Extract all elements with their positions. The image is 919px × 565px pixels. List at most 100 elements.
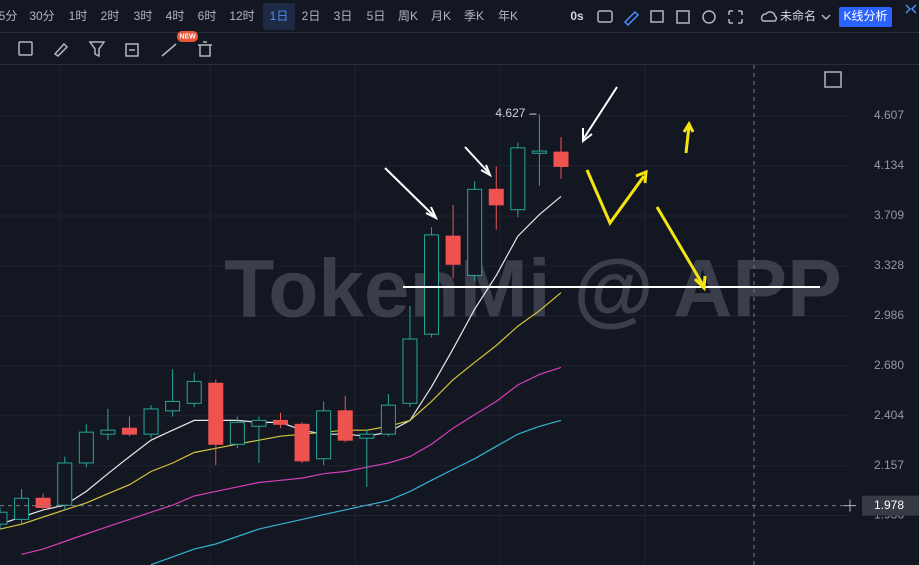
candle xyxy=(380,394,396,437)
selected-bg xyxy=(263,3,295,30)
interval[interactable]: 30分 xyxy=(29,9,54,23)
icon-cloud[interactable] xyxy=(760,11,778,22)
interval[interactable]: 2时 xyxy=(101,9,120,23)
interval[interactable]: 3时 xyxy=(134,9,153,23)
candle xyxy=(531,114,547,186)
y-tick-label: 4.607 xyxy=(874,108,904,122)
icon-magnet[interactable] xyxy=(53,42,69,57)
interval[interactable]: 年K xyxy=(498,9,518,23)
candle xyxy=(143,405,159,439)
new-badge: NEW xyxy=(179,33,196,40)
interval[interactable]: 12时 xyxy=(229,9,254,23)
icon-dropdown[interactable] xyxy=(821,14,831,21)
icon-filter[interactable] xyxy=(88,41,106,58)
candle-body xyxy=(445,235,461,265)
candle xyxy=(165,369,181,417)
icon-pen[interactable] xyxy=(623,10,640,27)
price-tag-bg xyxy=(862,495,919,516)
candle xyxy=(467,181,483,282)
candle-body xyxy=(553,151,569,167)
candle-body xyxy=(100,429,116,435)
icon-frame[interactable] xyxy=(650,10,664,23)
crosshair-plus xyxy=(844,499,856,512)
icon-sync[interactable] xyxy=(125,43,139,57)
candle-body xyxy=(14,497,30,520)
y-tick-label: 2.404 xyxy=(874,408,904,422)
candle xyxy=(294,422,310,463)
arrow xyxy=(464,146,489,173)
arrow-head xyxy=(425,206,439,221)
y-tick-label: 2.157 xyxy=(874,458,904,472)
icon-calc[interactable] xyxy=(676,10,690,24)
arrow xyxy=(384,167,435,217)
icon-note[interactable] xyxy=(18,41,33,56)
candle-body xyxy=(0,511,8,525)
candle xyxy=(424,227,440,338)
candle-body xyxy=(488,188,504,206)
arrow-head xyxy=(480,164,492,178)
interval[interactable]: 周K xyxy=(398,9,418,23)
candle xyxy=(121,416,137,437)
interval[interactable]: 月K xyxy=(431,9,451,23)
y-tick-label: 2.986 xyxy=(874,308,904,322)
annotations xyxy=(384,86,820,292)
candle-body xyxy=(121,427,137,435)
icon-settings[interactable] xyxy=(702,10,716,24)
candle xyxy=(402,306,418,408)
candle-body xyxy=(251,419,267,427)
candle-body xyxy=(186,380,202,404)
candle xyxy=(100,408,116,441)
moving-average xyxy=(0,292,562,530)
toolbar: 5分 30分 1时 2时 3时 4时 6时 12时 1日 2日 3日 5日 周K 月K 季K 年K xyxy=(0,3,518,30)
interval[interactable]: 季K xyxy=(464,9,484,23)
arrow-head xyxy=(582,128,593,144)
icon-camera[interactable] xyxy=(597,10,613,23)
interval[interactable]: 3日 xyxy=(334,9,353,23)
arrow-head xyxy=(682,120,695,133)
interval[interactable]: 6时 xyxy=(198,9,217,23)
arrow-head xyxy=(693,275,707,292)
arrow xyxy=(684,125,691,154)
candle xyxy=(186,372,202,408)
y-tick-label: 2.680 xyxy=(874,358,904,372)
candle xyxy=(57,456,73,510)
timer: 0s xyxy=(570,9,584,23)
arrow xyxy=(583,86,618,139)
candle-body xyxy=(35,497,51,509)
analysis-button-bg[interactable] xyxy=(839,7,892,27)
interval[interactable]: 4时 xyxy=(166,9,185,23)
candle-body xyxy=(208,382,224,445)
candle xyxy=(273,412,288,429)
watermark: TokenMi @ APP xyxy=(224,244,842,335)
max-label: 4.627 xyxy=(495,106,525,120)
price-tag: 1.978 xyxy=(874,498,904,512)
candle-body xyxy=(531,150,547,154)
candle xyxy=(510,142,526,218)
interval[interactable]: 5日 xyxy=(367,9,386,23)
icon-expand[interactable] xyxy=(905,4,917,14)
candle xyxy=(337,395,353,443)
analysis-button[interactable]: K线分析 xyxy=(843,9,887,23)
interval[interactable]: 2日 xyxy=(302,9,321,23)
y-tick-label: 3.328 xyxy=(874,258,904,272)
candle-body xyxy=(424,234,440,335)
icon-delete[interactable] xyxy=(198,41,212,57)
moving-average xyxy=(21,366,562,555)
icon-fullscreen[interactable] xyxy=(728,10,743,24)
layout-name[interactable]: 未命名 xyxy=(780,8,816,23)
interval[interactable]: 5分 xyxy=(0,9,17,23)
y-tick-label: 3.709 xyxy=(874,208,904,222)
arrow-head xyxy=(635,169,648,184)
interval[interactable]: 1日 xyxy=(270,9,289,23)
candle xyxy=(0,507,8,530)
candle xyxy=(553,137,569,179)
arrow xyxy=(655,206,705,286)
icon-collapse[interactable] xyxy=(824,71,842,88)
icon-measure[interactable] xyxy=(161,43,177,57)
candle-body xyxy=(143,408,159,435)
candle-body xyxy=(78,431,94,464)
candle xyxy=(14,489,30,525)
candle xyxy=(229,416,245,449)
candle-body xyxy=(402,338,418,404)
interval[interactable]: 1时 xyxy=(69,9,88,23)
